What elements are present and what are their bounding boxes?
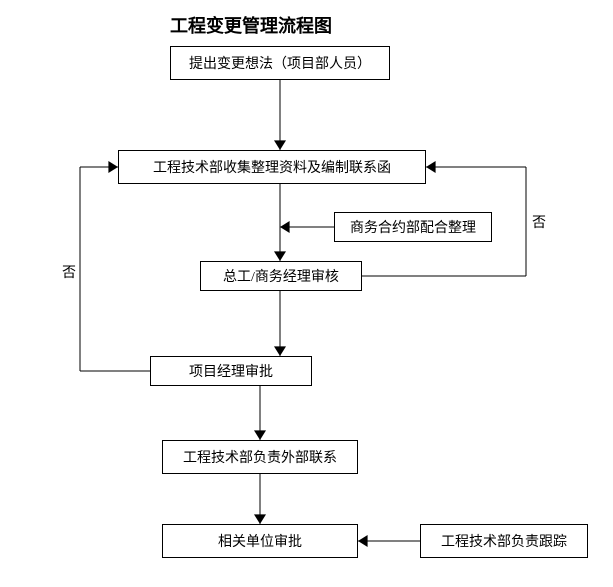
node-n4: 总工/商务经理审核 xyxy=(200,261,362,291)
node-n3: 商务合约部配合整理 xyxy=(334,212,492,242)
edge-label: 否 xyxy=(62,262,76,282)
node-n7: 相关单位审批 xyxy=(162,524,358,558)
node-n5: 项目经理审批 xyxy=(150,356,312,386)
flowchart-canvas: { "title": { "text": "工程变更管理流程图", "x": 1… xyxy=(0,0,613,587)
edge-layer xyxy=(0,0,613,587)
edge-label: 否 xyxy=(532,212,546,232)
node-n1: 提出变更想法（项目部人员） xyxy=(170,46,390,80)
diagram-title: 工程变更管理流程图 xyxy=(170,12,332,38)
node-n2: 工程技术部收集整理资料及编制联系函 xyxy=(118,150,426,184)
node-n8: 工程技术部负责跟踪 xyxy=(420,524,588,558)
node-n6: 工程技术部负责外部联系 xyxy=(162,440,358,474)
